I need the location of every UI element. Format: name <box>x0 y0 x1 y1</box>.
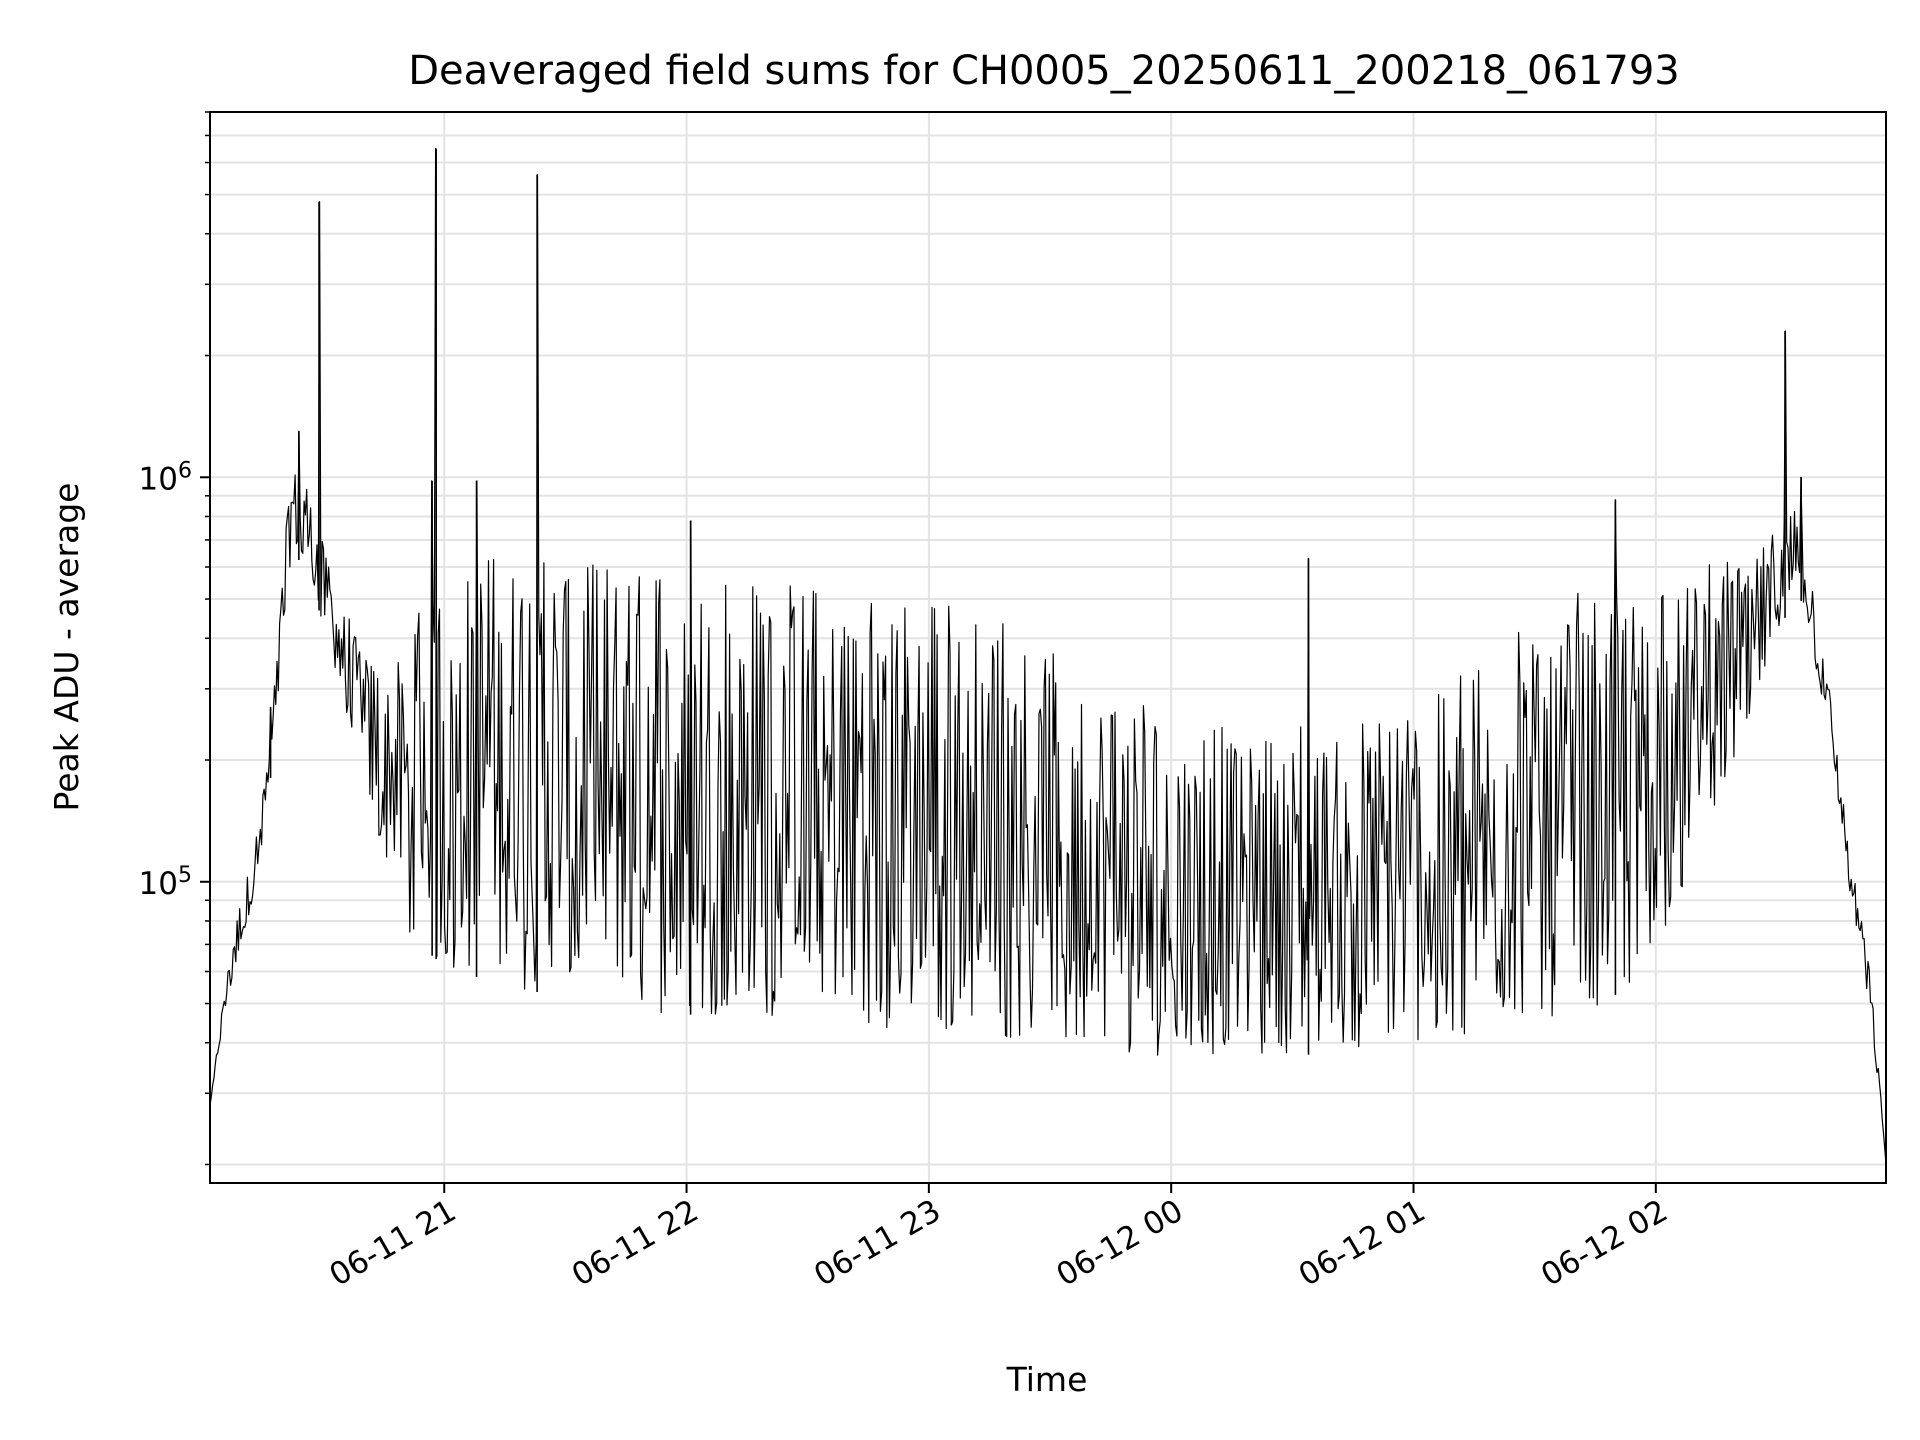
x-tick-label: 06-11 22 <box>566 1193 705 1294</box>
x-tick-label: 06-12 00 <box>1050 1193 1189 1294</box>
x-tick-label: 06-11 23 <box>808 1193 947 1294</box>
x-tick-label: 06-12 01 <box>1293 1193 1432 1294</box>
x-axis-label: Time <box>1006 1360 1088 1399</box>
x-axis-ticks: 06-11 21 06-11 22 06-11 23 06-12 00 06-12 01… <box>324 1183 1674 1294</box>
y-tick-label: 105 <box>139 862 192 902</box>
chart-title: Deaveraged field sums for CH0005_2025061… <box>408 48 1680 94</box>
x-tick-label: 06-11 21 <box>324 1193 463 1294</box>
series-line <box>209 147 1887 1165</box>
y-grid <box>210 111 1886 1166</box>
series-group <box>209 147 1887 1165</box>
y-tick-label: 106 <box>139 458 192 498</box>
y-axis-label: Peak ADU - average <box>47 483 86 812</box>
plot-frame <box>209 111 1887 1184</box>
y-axis-ticks: 105 106 <box>139 111 210 1166</box>
x-grid <box>443 112 1657 1183</box>
x-tick-label: 06-12 02 <box>1535 1193 1674 1294</box>
